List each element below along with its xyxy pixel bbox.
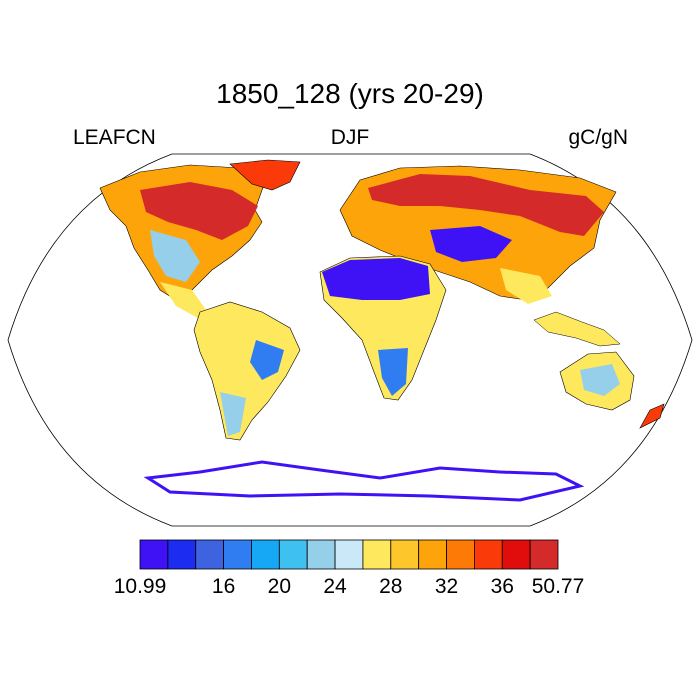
colorbar-tick-label: 32 bbox=[434, 575, 459, 598]
colorbar-tick-label: 50.77 bbox=[531, 575, 585, 598]
colorbar-swatch bbox=[306, 539, 336, 570]
africa-south-blue bbox=[378, 348, 408, 396]
colorbar-swatch bbox=[473, 539, 503, 570]
colorbar-swatch bbox=[278, 539, 308, 570]
colorbar-swatch bbox=[139, 539, 169, 570]
north-america-mexico bbox=[160, 282, 206, 318]
units-label: gC/gN bbox=[568, 126, 628, 149]
colorbar-swatch bbox=[362, 539, 392, 570]
greenland bbox=[229, 159, 301, 191]
central-asia-blue bbox=[430, 226, 512, 262]
colorbar-tick-label: 28 bbox=[379, 575, 403, 598]
new-zealand bbox=[639, 403, 665, 429]
colorbar-swatch bbox=[251, 539, 280, 570]
map-title: 1850_128 (yrs 20-29) bbox=[216, 78, 484, 109]
continents bbox=[99, 159, 665, 502]
north-america-blue bbox=[150, 230, 200, 282]
south-america-blue bbox=[250, 340, 284, 380]
colorbar-tick-label: 16 bbox=[211, 575, 236, 598]
colorbar-tick-label: 20 bbox=[267, 575, 292, 598]
colorbar bbox=[139, 539, 559, 570]
colorbar-swatch bbox=[390, 539, 420, 570]
colorbar-swatch bbox=[501, 539, 531, 570]
colorbar-swatch bbox=[334, 539, 364, 570]
south-america-south bbox=[220, 392, 246, 436]
colorbar-tick-label: 10.99 bbox=[113, 575, 167, 598]
antarctica bbox=[143, 460, 585, 502]
indonesia bbox=[533, 311, 621, 347]
season-label: DJF bbox=[330, 126, 370, 149]
colorbar-swatch bbox=[223, 539, 252, 570]
eurasia-red bbox=[368, 174, 604, 236]
colorbar-swatch bbox=[418, 539, 447, 570]
asia-yellow bbox=[500, 268, 552, 304]
sahara bbox=[322, 258, 430, 300]
colorbar-tick-label: 24 bbox=[323, 575, 347, 598]
south-america bbox=[193, 301, 301, 441]
north-america-red bbox=[140, 182, 258, 240]
colorbar-swatch bbox=[167, 539, 197, 570]
colorbar-swatch bbox=[529, 539, 559, 570]
colorbar-tick-label: 36 bbox=[490, 575, 514, 598]
australia-blue bbox=[580, 364, 620, 396]
variable-label: LEAFCN bbox=[73, 126, 156, 149]
colorbar-swatch bbox=[446, 539, 475, 570]
colorbar-swatch bbox=[195, 539, 225, 570]
